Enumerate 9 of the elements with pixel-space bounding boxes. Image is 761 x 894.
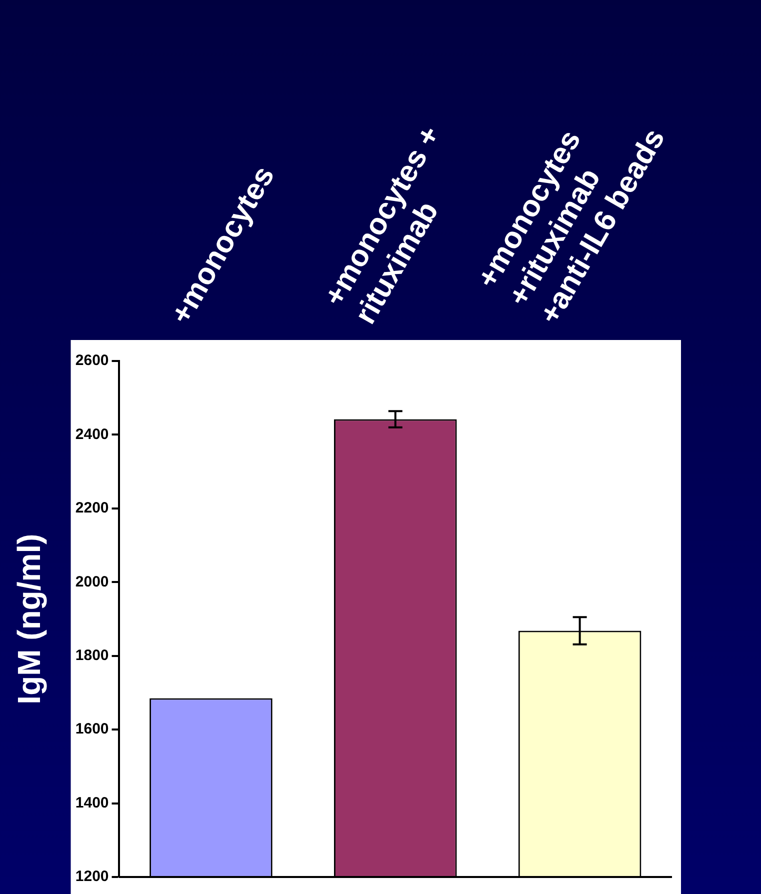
y-tick-label: 2000 [75,573,109,590]
y-tick-label: 1200 [75,868,109,886]
y-tick-label: 1600 [75,720,109,738]
y-axis-title: IgM (ng/ml) [11,534,48,704]
y-tick-label: 1400 [75,794,109,812]
y-tick-label: 2400 [75,426,109,443]
y-tick-label: 2200 [75,500,109,517]
y-tick-label: 2600 [75,352,109,370]
y-tick-label: 1800 [75,647,109,664]
